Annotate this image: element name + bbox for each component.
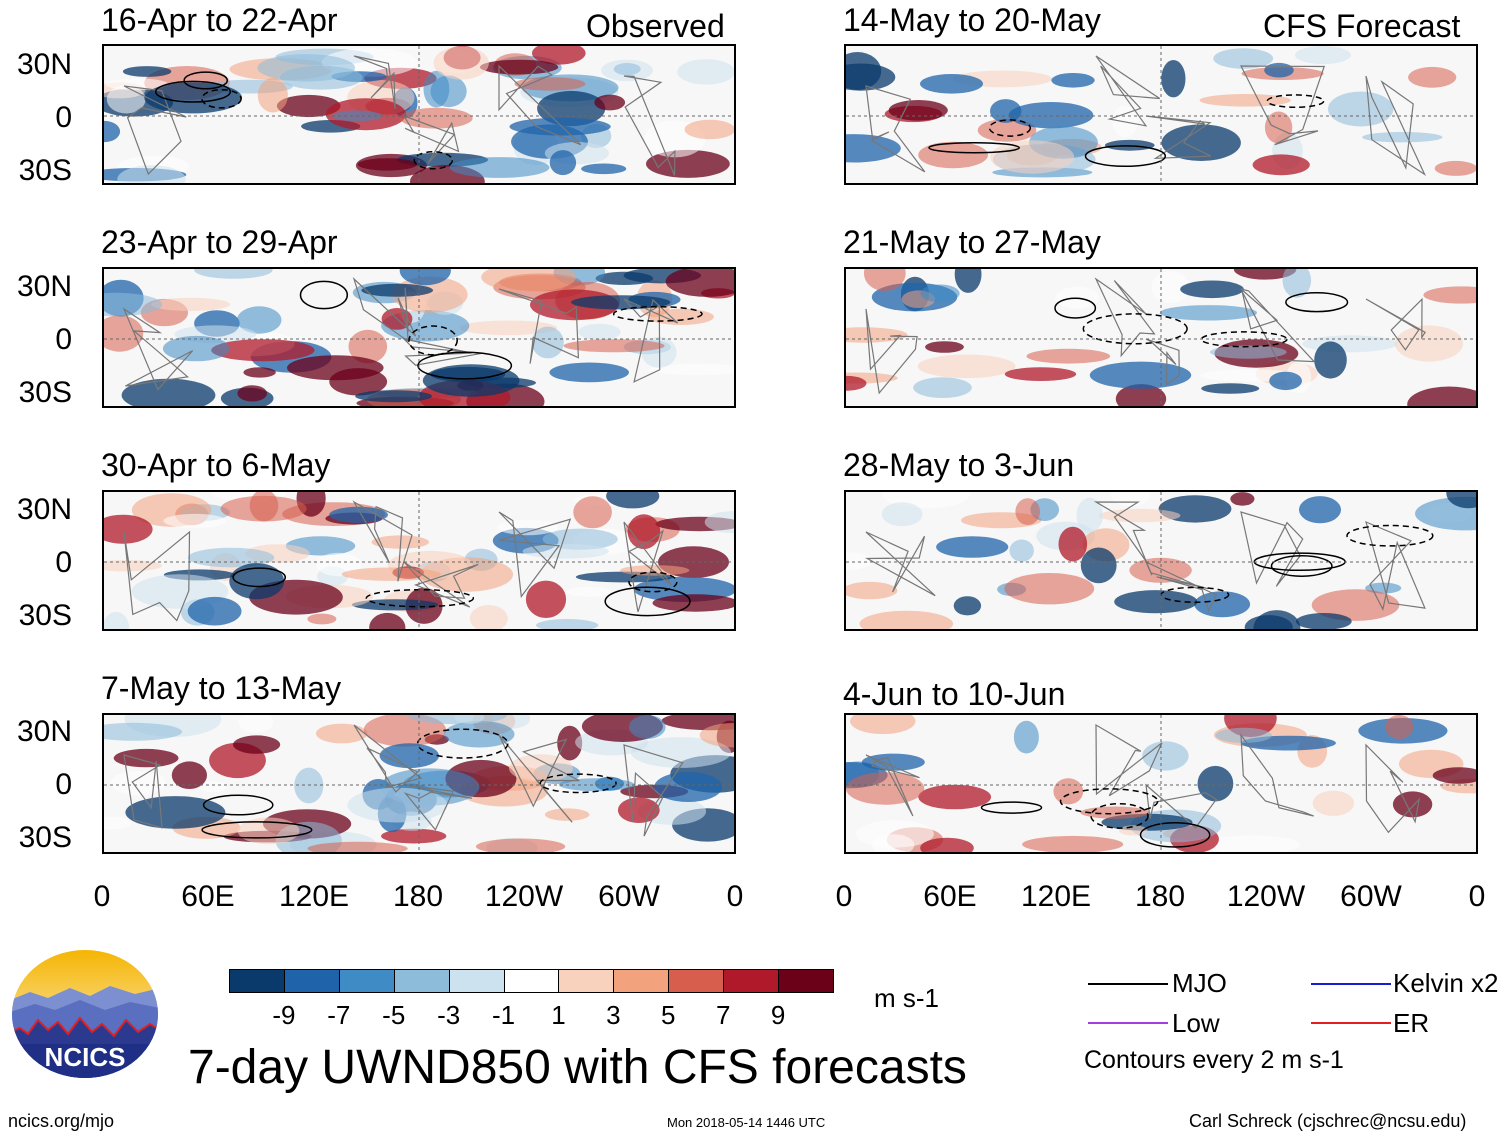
y-label-30n: 30N: [16, 270, 72, 303]
y-label-eq: 0: [55, 546, 72, 579]
y-label-30s: 30S: [18, 821, 72, 854]
legend-label-low: Low: [1172, 1008, 1220, 1038]
ncics-logo: NCICS: [10, 948, 160, 1080]
legend-line-low: [1088, 1022, 1168, 1024]
y-label-30s: 30S: [18, 376, 72, 409]
x-label: 120W: [484, 880, 564, 913]
wind-anomaly-map: [846, 715, 1476, 852]
panel-title-right-3: 28-May to 3-Jun: [843, 447, 1075, 483]
x-label: 0: [1468, 880, 1486, 913]
x-label: 180: [392, 880, 444, 913]
legend-label-mjo: MJO: [1172, 968, 1227, 998]
map-panel-left-4: [102, 713, 736, 854]
colorbar-label: -5: [382, 1000, 406, 1030]
colorbar-label: 1: [551, 1000, 566, 1030]
y-label-30s: 30S: [18, 154, 72, 187]
y-label-30n: 30N: [16, 493, 72, 526]
colorbar-label: 9: [770, 1000, 786, 1030]
x-label: 60W: [1340, 880, 1402, 913]
colorbar-swatch: [558, 969, 615, 993]
panel-title-left-4: 7-May to 13-May: [101, 670, 342, 706]
panel-title-right-1: 14-May to 20-May: [843, 2, 1101, 38]
colorbar-swatch: [448, 969, 505, 993]
x-label: 120E: [278, 880, 350, 913]
map-panel-left-1: [102, 44, 736, 185]
y-label-30n: 30N: [16, 715, 72, 748]
colorbar-label: 3: [606, 1000, 621, 1030]
colorbar-swatch: [613, 969, 670, 993]
legend-note: Contours every 2 m s-1: [1084, 1046, 1344, 1074]
y-label-eq: 0: [55, 768, 72, 801]
y-label-30n: 30N: [16, 48, 72, 81]
map-panel-right-3: [844, 490, 1478, 631]
colorbar-swatch: [778, 969, 834, 993]
wind-anomaly-map: [104, 715, 734, 852]
legend-label-kelvin: Kelvin x2: [1393, 968, 1499, 998]
x-label: 180: [1134, 880, 1186, 913]
colorbar-swatch: [503, 969, 560, 993]
colorbar-units: m s-1: [874, 983, 939, 1013]
x-label: 60W: [598, 880, 660, 913]
wind-anomaly-map: [104, 46, 734, 183]
legend-line-mjo: [1088, 983, 1168, 985]
map-panel-left-3: [102, 490, 736, 631]
x-label: 0: [835, 880, 853, 913]
wind-anomaly-map: [104, 492, 734, 629]
legend-line-kelvin: [1311, 983, 1391, 985]
map-panel-right-2: [844, 267, 1478, 408]
observed-tag: Observed: [586, 8, 725, 44]
wind-anomaly-map: [846, 46, 1476, 183]
map-panel-left-2: [102, 267, 736, 408]
colorbar-label: -1: [491, 1000, 516, 1030]
panel-title-left-3: 30-Apr to 6-May: [101, 447, 331, 483]
colorbar-swatch: [723, 969, 780, 993]
wind-anomaly-map: [846, 492, 1476, 629]
footer-credit: Carl Schreck (cjschrec@ncsu.edu): [1189, 1111, 1467, 1131]
footer-timestamp: Mon 2018-05-14 1446 UTC: [667, 1115, 826, 1130]
colorbar-swatch: [283, 969, 340, 993]
panel-title-left-2: 23-Apr to 29-Apr: [101, 224, 338, 260]
colorbar-swatch: [393, 969, 450, 993]
footer-url: ncics.org/mjo: [8, 1111, 115, 1131]
colorbar-label: 5: [661, 1000, 676, 1030]
logo-text: NCICS: [44, 1042, 126, 1072]
x-label: 0: [726, 880, 744, 913]
panel-title-right-4: 4-Jun to 10-Jun: [843, 676, 1066, 712]
x-label: 120W: [1226, 880, 1306, 913]
x-label: 120E: [1020, 880, 1092, 913]
wind-anomaly-map: [846, 269, 1476, 406]
legend-line-er: [1311, 1022, 1391, 1024]
cfs-forecast-tag: CFS Forecast: [1263, 8, 1461, 44]
y-label-30s: 30S: [18, 599, 72, 632]
y-label-eq: 0: [55, 323, 72, 356]
x-label: 60E: [923, 880, 977, 913]
x-label: 0: [93, 880, 111, 913]
colorbar-swatch: [229, 969, 285, 993]
colorbar-swatch: [338, 969, 395, 993]
wind-anomaly-map: [104, 269, 734, 406]
x-label: 60E: [181, 880, 235, 913]
panel-title-left-1: 16-Apr to 22-Apr: [101, 2, 338, 38]
panel-title-right-2: 21-May to 27-May: [843, 224, 1101, 260]
colorbar-label: -9: [272, 1000, 296, 1030]
y-label-eq: 0: [55, 101, 72, 134]
colorbar-label: 7: [715, 1000, 731, 1030]
legend-label-er: ER: [1393, 1008, 1430, 1038]
colorbar-label: -7: [327, 1000, 351, 1030]
map-panel-right-4: [844, 713, 1478, 854]
map-panel-right-1: [844, 44, 1478, 185]
colorbar-swatch: [668, 969, 725, 993]
colorbar-label: -3: [437, 1000, 461, 1030]
main-title: 7-day UWND850 with CFS forecasts: [188, 1041, 967, 1094]
